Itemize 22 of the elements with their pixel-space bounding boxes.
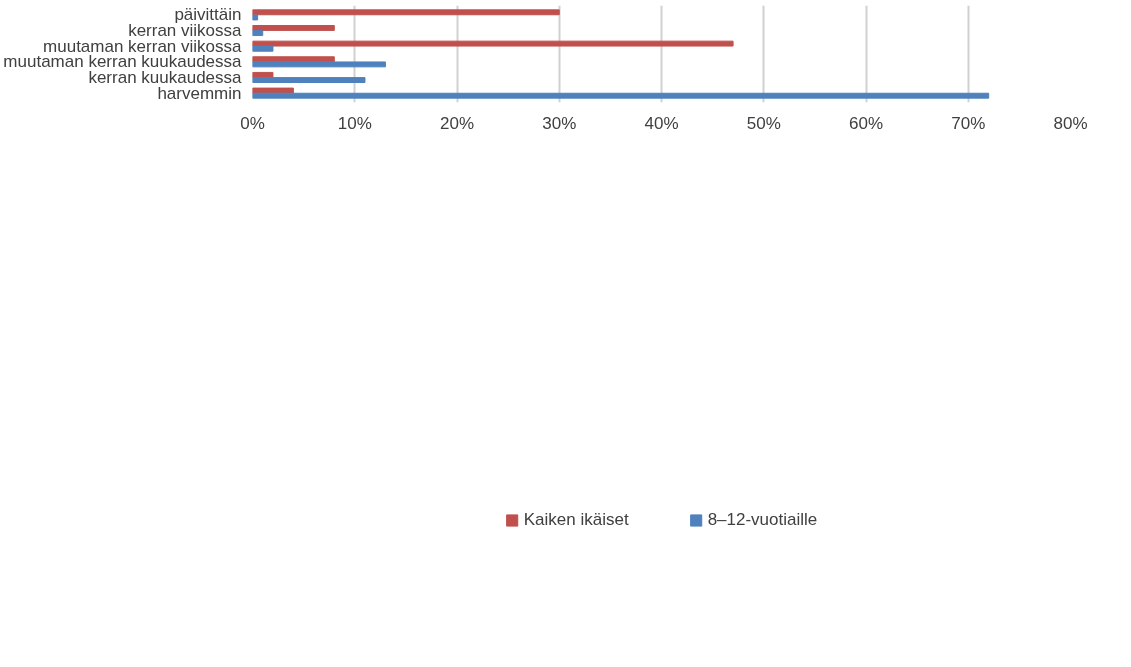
legend-label: 8–12-vuotiaille bbox=[707, 510, 818, 530]
x-tick-label: 50% bbox=[746, 113, 781, 133]
bar bbox=[252, 30, 264, 37]
bar bbox=[252, 40, 734, 47]
bar bbox=[252, 77, 366, 83]
x-tick-label: 60% bbox=[848, 113, 884, 133]
x-tick-label: 40% bbox=[644, 113, 679, 133]
bar bbox=[252, 45, 274, 52]
x-tick-label: 30% bbox=[542, 113, 577, 133]
legend-label: Kaiken ikäiset bbox=[523, 510, 629, 530]
bar bbox=[252, 87, 294, 94]
bar bbox=[252, 61, 386, 68]
bar bbox=[252, 25, 335, 31]
x-tick-label: 10% bbox=[337, 113, 372, 133]
x-tick-label: 80% bbox=[1053, 113, 1088, 133]
bar bbox=[252, 9, 560, 16]
bar bbox=[252, 14, 259, 21]
x-tick-label: 20% bbox=[439, 113, 475, 133]
bar bbox=[252, 92, 990, 99]
x-tick-label: 0% bbox=[240, 113, 265, 133]
x-tick-label: 70% bbox=[951, 113, 986, 133]
y-tick-label: päivittäin bbox=[174, 5, 242, 25]
